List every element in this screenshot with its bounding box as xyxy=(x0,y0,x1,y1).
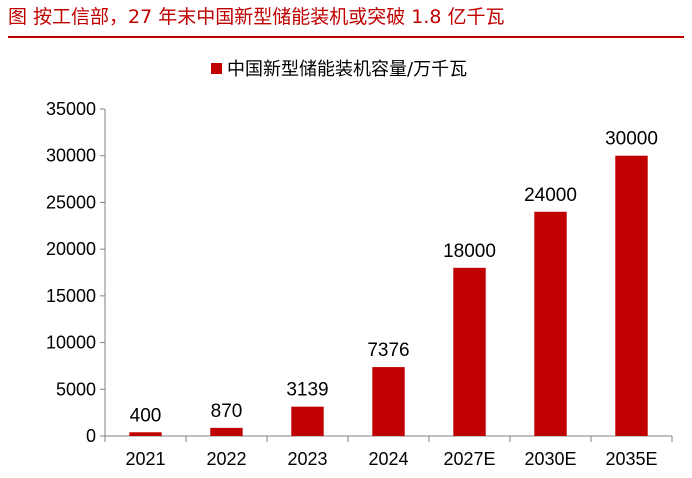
bar xyxy=(615,155,648,436)
x-tick-label: 2023 xyxy=(287,449,327,469)
y-tick-label: 10000 xyxy=(46,333,96,353)
data-label: 30000 xyxy=(605,129,658,150)
x-tick-label: 2035E xyxy=(605,449,657,469)
bar xyxy=(210,427,243,436)
data-label: 7376 xyxy=(367,340,409,361)
bar-series xyxy=(129,155,648,436)
data-label: 400 xyxy=(130,405,162,426)
data-label: 3139 xyxy=(286,380,328,401)
legend-label: 中国新型储能装机容量/万千瓦 xyxy=(227,59,467,80)
y-tick-label: 35000 xyxy=(46,99,96,119)
data-label: 870 xyxy=(211,401,243,422)
y-tick-label: 0 xyxy=(86,426,96,446)
data-label: 24000 xyxy=(524,185,577,206)
y-tick-label: 5000 xyxy=(56,379,96,399)
bar xyxy=(453,267,486,436)
x-tick-label: 2021 xyxy=(125,449,165,469)
y-tick-label: 15000 xyxy=(46,286,96,306)
x-tick-label: 2027E xyxy=(443,449,495,469)
data-label: 18000 xyxy=(443,241,496,262)
title-divider xyxy=(8,36,684,38)
x-tick-label: 2022 xyxy=(206,449,246,469)
legend: 中国新型储能装机容量/万千瓦 xyxy=(211,59,467,80)
bar xyxy=(372,367,405,436)
bar xyxy=(129,432,162,436)
figure-title: 图 按工信部，27 年末中国新型储能装机或突破 1.8 亿千瓦 xyxy=(8,6,505,28)
bar xyxy=(291,406,324,436)
x-tick-label: 2030E xyxy=(524,449,576,469)
y-tick-label: 25000 xyxy=(46,192,96,212)
y-tick-label: 30000 xyxy=(46,146,96,166)
x-tick-label: 2024 xyxy=(368,449,408,469)
chart-axes: 0 5000 10000 15000 20000 25000 30000 35000 2021 2… xyxy=(46,99,673,469)
bar xyxy=(534,211,567,436)
data-labels: 400 870 3139 7376 18000 24000 30000 xyxy=(130,129,658,427)
legend-swatch xyxy=(211,63,222,74)
y-tick-label: 20000 xyxy=(46,239,96,259)
